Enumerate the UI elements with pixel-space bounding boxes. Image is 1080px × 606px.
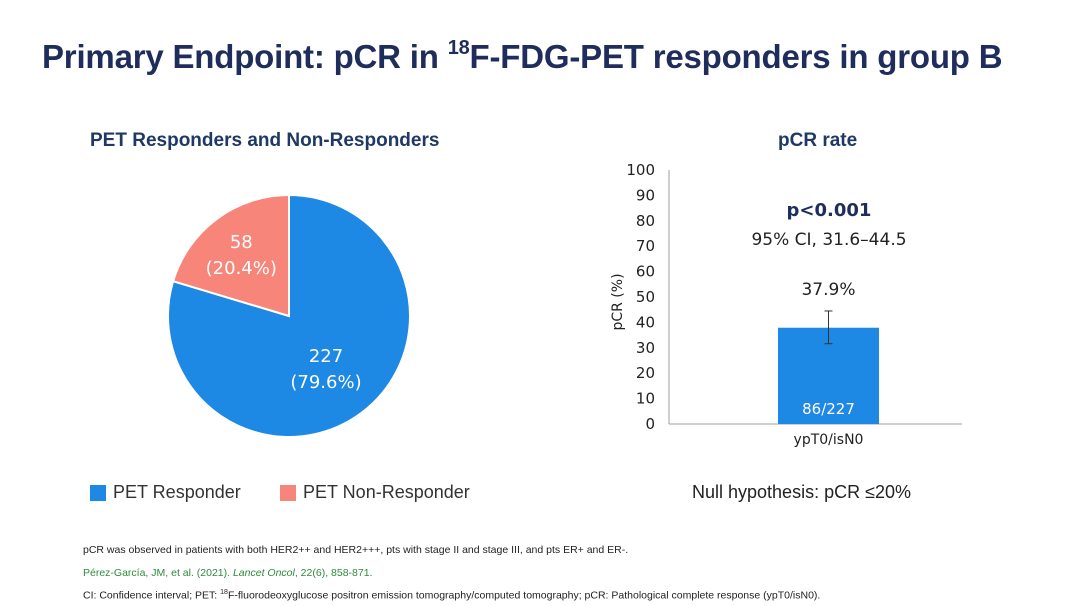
pie-value-label: 227 <box>309 346 343 367</box>
y-tick-label: 50 <box>636 288 655 306</box>
legend-item-responder: PET Responder <box>90 482 241 503</box>
y-tick-label: 80 <box>636 212 655 230</box>
bar-inner-label: 86/227 <box>802 400 855 418</box>
ci-annotation: 95% CI, 31.6–44.5 <box>751 230 906 250</box>
p-value-annotation: p<0.001 <box>787 200 872 221</box>
null-hypothesis: Null hypothesis: pCR ≤20% <box>692 482 911 502</box>
legend-label-non-responder: PET Non-Responder <box>303 482 470 502</box>
pie-value-label: 58 <box>230 232 253 253</box>
slide-title: Primary Endpoint: pCR in 18F-FDG-PET res… <box>42 37 1003 75</box>
footnote-observation: pCR was observed in patients with both H… <box>83 544 629 556</box>
footnote-reference: Pérez-García, JM, et al. (2021). Lancet … <box>83 567 373 579</box>
pie-slice-non-responder <box>171 193 290 318</box>
y-tick-label: 70 <box>636 237 655 255</box>
footnote-abbreviations: CI: Confidence interval; PET: 18F-fluoro… <box>83 589 821 602</box>
y-axis-label: pCR (%) <box>610 273 626 330</box>
bar-chart-title: pCR rate <box>778 130 858 151</box>
y-tick-label: 100 <box>626 161 655 179</box>
legend-label-responder: PET Responder <box>113 482 241 502</box>
y-tick-label: 40 <box>636 313 655 331</box>
legend-swatch-responder <box>90 484 106 501</box>
legend-item-non-responder: PET Non-Responder <box>280 482 470 503</box>
x-tick-label: ypT0/isN0 <box>794 432 864 448</box>
y-tick-label: 30 <box>636 339 655 357</box>
y-tick-label: 10 <box>636 390 655 408</box>
y-tick-label: 0 <box>645 415 655 433</box>
bar-value-label: 37.9% <box>801 280 855 300</box>
pie-percent-label: (20.4%) <box>206 258 277 279</box>
pie-percent-label: (79.6%) <box>290 372 361 393</box>
y-tick-label: 20 <box>636 364 655 382</box>
legend-swatch-non-responder <box>280 484 296 501</box>
y-tick-label: 60 <box>636 263 655 281</box>
pie-chart-title: PET Responders and Non-Responders <box>90 130 440 151</box>
y-tick-label: 90 <box>636 186 655 204</box>
